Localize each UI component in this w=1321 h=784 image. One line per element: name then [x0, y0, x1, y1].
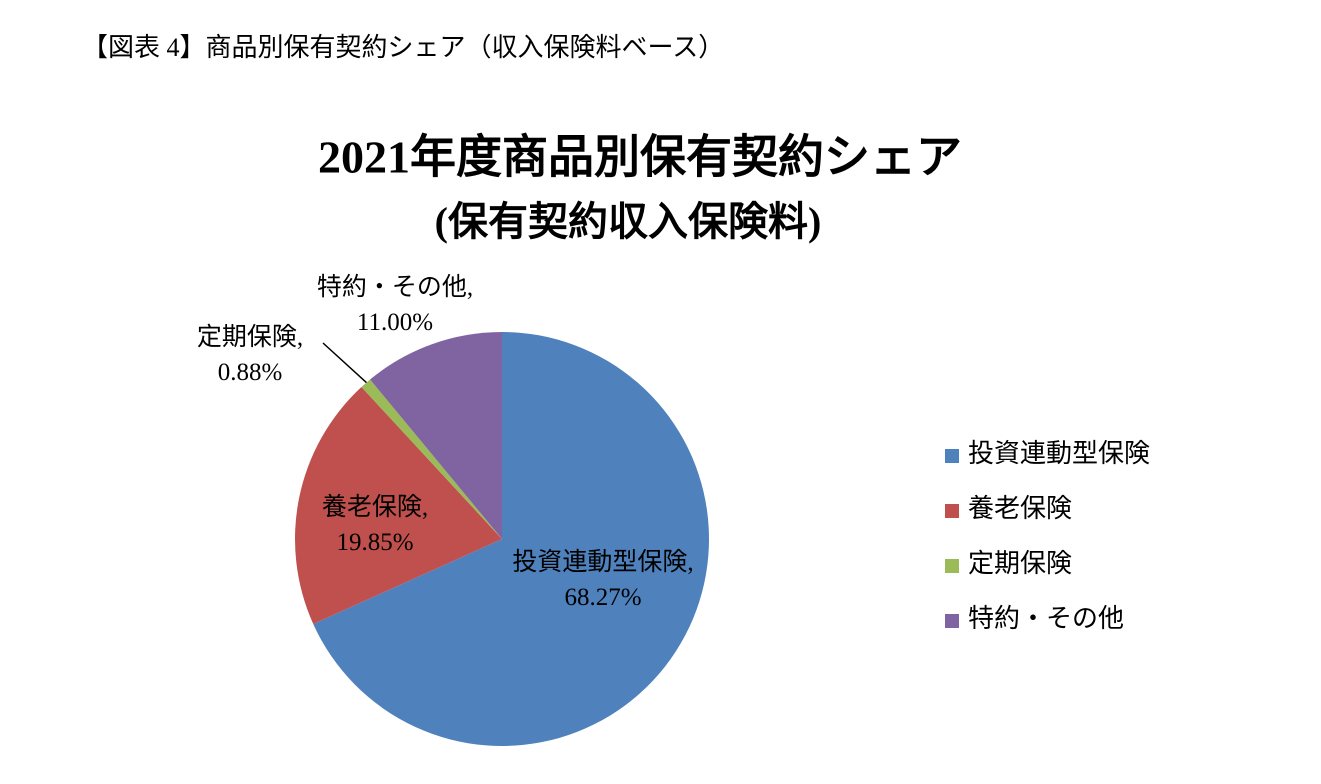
- pie-slice: [361, 379, 502, 539]
- legend-label: 定期保険: [968, 549, 1072, 578]
- legend-swatch: [945, 449, 959, 463]
- chart-subtitle: (保有契約収入保険料): [435, 199, 822, 244]
- chart-title: 2021年度商品別保有契約シェア: [318, 132, 962, 183]
- header: 【図表 4】商品別保有契約シェア（収入保険料ベース）: [82, 33, 724, 62]
- leader-line: [322, 342, 369, 385]
- pie-slice: [313, 332, 709, 746]
- data-label: 投資連動型保険, 68.27%: [512, 549, 694, 611]
- legend-swatch: [945, 559, 959, 573]
- data-label-box: 定期保険, 0.88%: [196, 324, 304, 386]
- pie-slice: [370, 332, 502, 539]
- data-label-box: 養老保険, 19.85%: [321, 494, 429, 556]
- legend-label: 特約・その他: [968, 604, 1124, 633]
- data-label-box: 特約・その他, 11.00%: [316, 274, 474, 336]
- data-label-box: 投資連動型保険, 68.27%: [512, 549, 694, 611]
- legend-swatch: [945, 614, 959, 628]
- data-label: 定期保険, 0.88%: [196, 324, 304, 386]
- legend-label: 投資連動型保険: [968, 439, 1150, 468]
- legend-label: 養老保険: [968, 494, 1072, 523]
- pie-slice: [295, 387, 502, 624]
- data-label: 特約・その他, 11.00%: [316, 274, 474, 336]
- legend-swatch: [945, 504, 959, 518]
- data-label: 養老保険, 19.85%: [321, 494, 429, 556]
